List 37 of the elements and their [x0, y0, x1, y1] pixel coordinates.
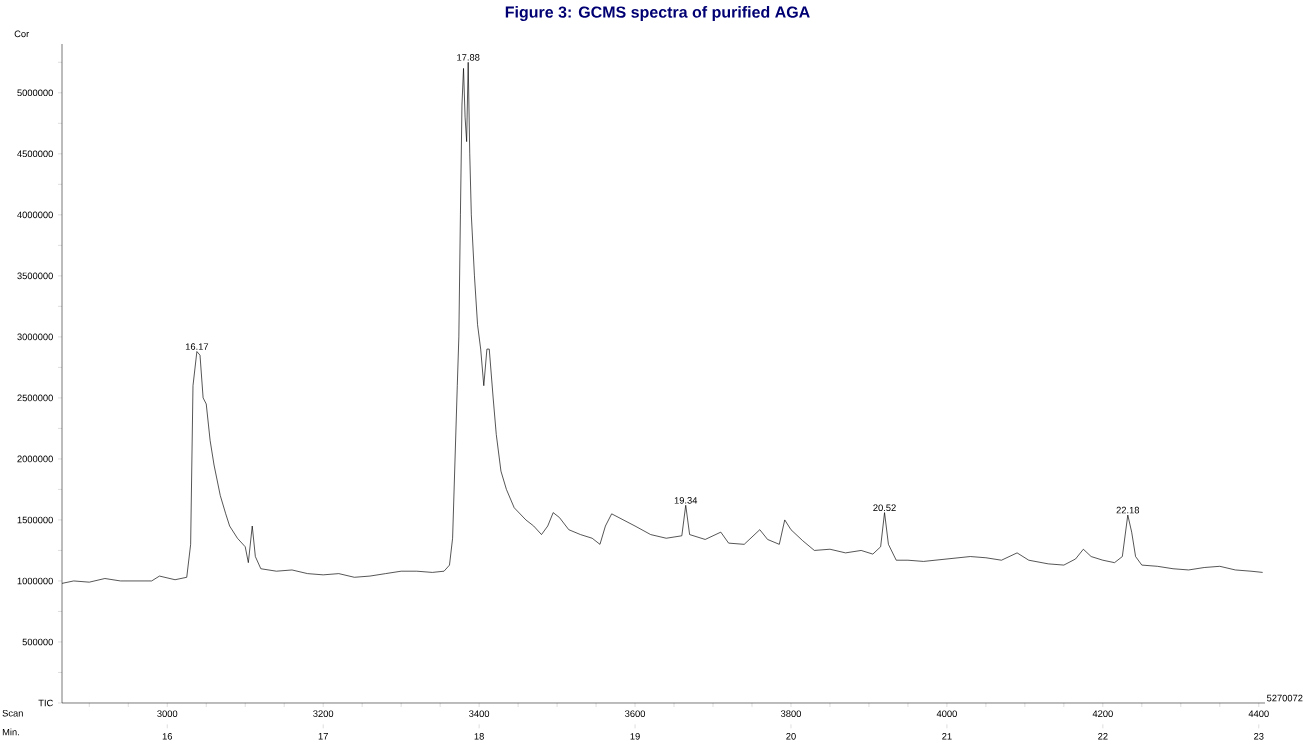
x-tick-label: 3200 — [313, 710, 334, 717]
x-tick-label: 4400 — [1248, 710, 1269, 717]
x2-tick-label: 22 — [1098, 733, 1108, 740]
x2-tick-label: 18 — [474, 733, 484, 740]
x-tick-label: 4200 — [1092, 710, 1113, 717]
x2-tick-label: 23 — [1254, 733, 1264, 740]
y-tick-label: 500000 — [22, 638, 53, 646]
annotation: 19.34 — [674, 497, 698, 504]
x-axis-title: Scan — [2, 709, 23, 717]
y-tick-label: 4500000 — [17, 150, 53, 158]
x2-tick-label: 16 — [162, 733, 173, 740]
y-tick-label: 3000000 — [17, 333, 53, 341]
y-tick-label: 3500000 — [17, 272, 53, 280]
x-tick-label: 3600 — [625, 710, 646, 717]
x2-axis-title: Min. — [2, 728, 19, 736]
y-tick-label: 1500000 — [17, 516, 53, 524]
x2-tick-label: 21 — [942, 733, 952, 740]
y-axis-title: Cor — [14, 30, 30, 38]
annotation: 17.88 — [457, 54, 480, 61]
y-tick-label: 1000000 — [17, 577, 53, 585]
text: 5270072 — [1266, 694, 1303, 702]
y-tick-label: 2000000 — [17, 455, 53, 463]
chart-title: Figure 3: GCMS spectra of purified AGA — [505, 6, 810, 22]
x-tick-label: 3000 — [157, 710, 178, 717]
annotation: 20.52 — [873, 504, 896, 511]
x-tick-label: 3400 — [469, 710, 490, 717]
x2-tick-label: 19 — [630, 733, 640, 740]
y-tick-label: 5000000 — [17, 89, 53, 97]
x-tick-label: 4000 — [936, 710, 957, 717]
x2-tick-label: 20 — [786, 733, 796, 740]
y-tick-label: 2500000 — [17, 394, 53, 402]
y-tick-label: TIC — [38, 699, 53, 707]
annotation: 22.18 — [1116, 506, 1140, 514]
x-tick-label: 3800 — [780, 710, 801, 717]
annotation: 16.17 — [185, 343, 209, 350]
y-tick-label: 4000000 — [17, 211, 53, 219]
x2-tick-label: 17 — [318, 733, 328, 740]
